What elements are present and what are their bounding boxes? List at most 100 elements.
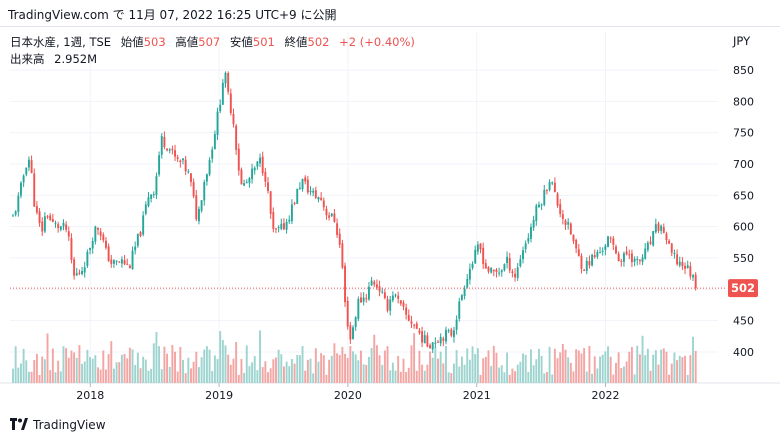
candle-body <box>35 205 38 213</box>
volume-bar <box>62 346 65 383</box>
candle-body <box>229 93 232 114</box>
volume-bar <box>686 374 689 383</box>
candle-body <box>495 269 498 273</box>
volume-bar <box>190 368 192 383</box>
volume-bar <box>452 363 455 383</box>
candle-body <box>179 160 182 162</box>
volume-bar <box>336 353 339 383</box>
y-tick-label: 800 <box>733 95 754 108</box>
candle-body <box>684 265 687 269</box>
volume-bar <box>131 349 134 383</box>
candle-body <box>158 155 161 175</box>
candle-body <box>251 168 254 180</box>
volume-bar <box>216 359 219 383</box>
candle-body <box>41 221 44 232</box>
volume-bar <box>506 352 509 383</box>
candle-body <box>413 324 416 326</box>
volume-bar <box>57 360 60 383</box>
volume-bar <box>264 361 267 383</box>
volume-bar <box>344 353 347 383</box>
volume-bar <box>474 354 477 383</box>
volume-bar <box>495 352 498 383</box>
ohlc-legend: 日本水産, 1週, TSE 始値503 高値507 安値501 終値502 +2… <box>10 34 421 50</box>
candle-body <box>622 253 625 262</box>
y-axis: 400450500550600650700750800850 <box>733 64 754 359</box>
volume-label: 出来高 <box>10 52 45 66</box>
candle-body <box>314 190 317 198</box>
volume-bar <box>208 349 211 383</box>
candle-body <box>102 234 105 241</box>
volume-bar <box>54 372 57 383</box>
candle-body <box>25 167 28 175</box>
volume-bar <box>235 342 238 383</box>
volume-bar <box>487 350 490 383</box>
volume-bar <box>678 355 681 383</box>
volume-bar <box>229 364 232 383</box>
volume-bar <box>27 371 30 383</box>
volume-bar <box>490 366 493 383</box>
candle-body <box>391 295 394 301</box>
volume-bar <box>559 352 562 383</box>
candle-body <box>646 242 649 250</box>
candle-body <box>306 179 309 193</box>
candle-body <box>564 220 567 225</box>
volume-bar <box>83 361 86 383</box>
volume-bar <box>81 363 84 383</box>
candle-body <box>227 73 230 92</box>
candle-body <box>43 216 46 232</box>
candle-body <box>128 265 131 269</box>
candle-body <box>410 321 413 324</box>
x-tick-label: 2021 <box>463 389 491 402</box>
candle-body <box>336 223 339 235</box>
volume-bar <box>354 354 357 383</box>
candle-body <box>328 215 331 218</box>
candle-body <box>112 260 115 264</box>
candle-body <box>442 338 445 341</box>
volume-bar <box>429 351 432 383</box>
volume-bar <box>684 355 687 383</box>
candle-body <box>139 232 142 236</box>
candle-body <box>205 174 208 182</box>
candle-body <box>370 280 373 286</box>
candle-body <box>617 253 620 262</box>
volume-bar <box>97 367 99 383</box>
high-label: 高値 <box>175 35 199 49</box>
candle-body <box>588 261 591 266</box>
volume-bar <box>360 350 362 383</box>
volume-bar <box>413 333 416 383</box>
candle-body <box>352 327 354 339</box>
y-tick-label: 400 <box>733 346 754 359</box>
candle-body <box>200 200 203 211</box>
volume-bar <box>431 357 434 383</box>
candle-body <box>479 243 482 250</box>
candle-body <box>522 250 524 260</box>
candle-body <box>245 182 248 184</box>
candle-body <box>468 268 471 280</box>
volume-bar <box>394 370 397 383</box>
candle-body <box>450 329 453 336</box>
brand-footer[interactable]: TradingView <box>10 418 106 433</box>
volume-bar <box>596 368 599 383</box>
candle-body <box>136 233 139 246</box>
volume-bar <box>312 373 315 383</box>
volume-bar <box>182 359 184 383</box>
y-tick-label: 850 <box>733 64 754 77</box>
candle-body <box>625 251 628 255</box>
volume-bar <box>253 356 256 383</box>
volume-bar <box>139 368 142 383</box>
candle-body <box>248 178 251 183</box>
volume-bar <box>102 350 105 383</box>
volume-bar <box>166 353 169 383</box>
candle-body <box>381 291 384 293</box>
volume-bar <box>192 361 195 383</box>
candle-body <box>256 161 259 167</box>
volume-bar <box>540 355 543 383</box>
candle-body <box>261 156 264 174</box>
candle-body <box>33 173 36 207</box>
candle-body <box>70 238 73 260</box>
volume-bar <box>668 374 671 383</box>
volume-bar <box>160 369 163 383</box>
volume-bar <box>195 351 198 383</box>
candle-body <box>30 160 33 174</box>
